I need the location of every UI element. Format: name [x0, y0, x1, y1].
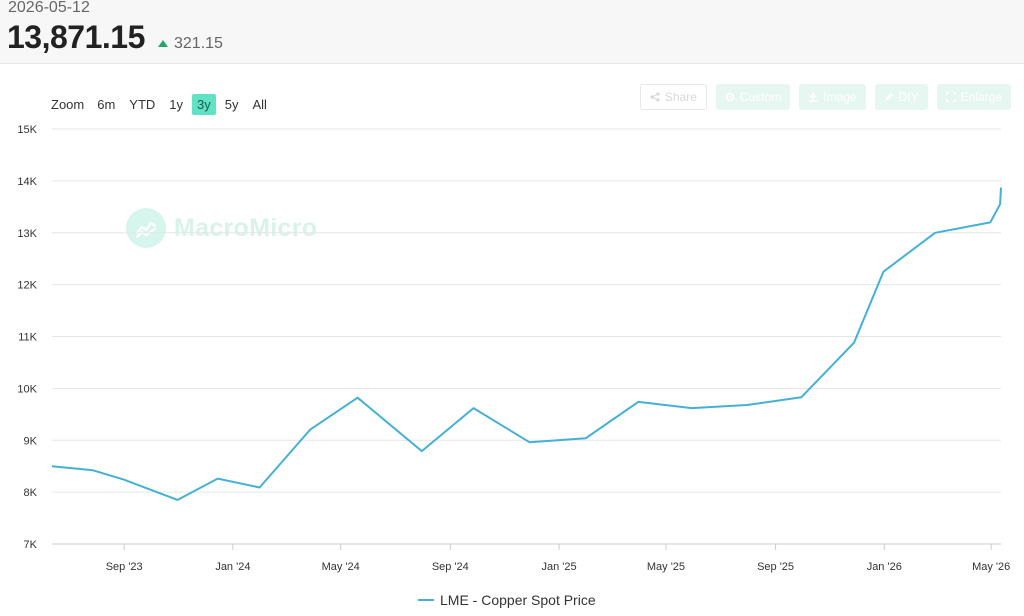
macromicro-logo-icon — [126, 208, 166, 248]
watermark-text: MacroMicro — [174, 213, 318, 242]
chart-toolbar: Share Custom Image DIY Enlarge — [631, 84, 1011, 110]
legend-label: LME - Copper Spot Price — [440, 592, 596, 608]
share-icon — [650, 92, 660, 102]
zoom-all-button[interactable]: All — [252, 97, 267, 112]
y-tick-label: 7K — [24, 539, 38, 551]
share-label: Share — [664, 90, 697, 104]
y-tick-label: 12K — [17, 280, 37, 292]
x-tick-label: May '26 — [972, 561, 1010, 573]
y-tick-label: 13K — [17, 228, 37, 240]
x-tick-label: Sep '25 — [757, 561, 794, 573]
custom-button[interactable]: Custom — [715, 84, 791, 110]
y-tick-label: 9K — [24, 435, 38, 447]
y-tick-label: 8K — [24, 487, 38, 499]
watermark: MacroMicro — [126, 208, 317, 248]
zoom-1y-button[interactable]: 1y — [169, 97, 184, 112]
image-button[interactable]: Image — [799, 84, 866, 110]
zoom-5y-button[interactable]: 5y — [224, 97, 239, 112]
x-tick-label: Jan '26 — [867, 561, 902, 573]
quote-header: 2026-05-12 13,871.15 321.15 — [0, 0, 1024, 64]
x-tick-label: Jan '25 — [541, 561, 576, 573]
y-tick-label: 10K — [17, 383, 37, 395]
zoom-label: Zoom — [51, 97, 85, 112]
quote-price: 13,871.15 — [7, 19, 145, 55]
y-tick-label: 15K — [17, 124, 37, 136]
enlarge-label: Enlarge — [960, 90, 1002, 104]
zoom-6m-button[interactable]: 6m — [97, 97, 116, 112]
x-tick-label: May '24 — [322, 561, 360, 573]
pencil-icon — [884, 93, 893, 101]
chart-legend[interactable]: LME - Copper Spot Price — [418, 592, 596, 608]
custom-label: Custom — [739, 90, 782, 104]
expand-icon — [945, 92, 956, 102]
zoom-selector: Zoom 6m YTD 1y 3y 5y All — [51, 94, 276, 115]
diy-label: DIY — [898, 90, 919, 104]
diy-button[interactable]: DIY — [874, 84, 928, 110]
series-line[interactable] — [51, 187, 1002, 501]
gear-icon — [725, 92, 735, 102]
x-tick-label: Jan '24 — [215, 561, 250, 573]
quote-change: 321.15 — [158, 35, 223, 53]
x-tick-label: Sep '23 — [106, 561, 143, 573]
download-icon — [809, 92, 818, 102]
share-button[interactable]: Share — [639, 84, 707, 110]
zoom-ytd-button[interactable]: YTD — [129, 97, 156, 112]
legend-swatch — [418, 599, 434, 601]
y-tick-label: 14K — [17, 176, 37, 188]
quote-date: 2026-05-12 — [8, 0, 90, 16]
image-label: Image — [823, 90, 857, 104]
enlarge-button[interactable]: Enlarge — [936, 84, 1011, 110]
quote-change-value: 321.15 — [174, 35, 223, 52]
y-tick-label: 11K — [18, 332, 37, 344]
x-tick-label: Sep '24 — [432, 561, 469, 573]
up-arrow-icon — [158, 39, 168, 47]
x-tick-label: May '25 — [647, 561, 685, 573]
zoom-3y-button[interactable]: 3y — [192, 94, 216, 115]
